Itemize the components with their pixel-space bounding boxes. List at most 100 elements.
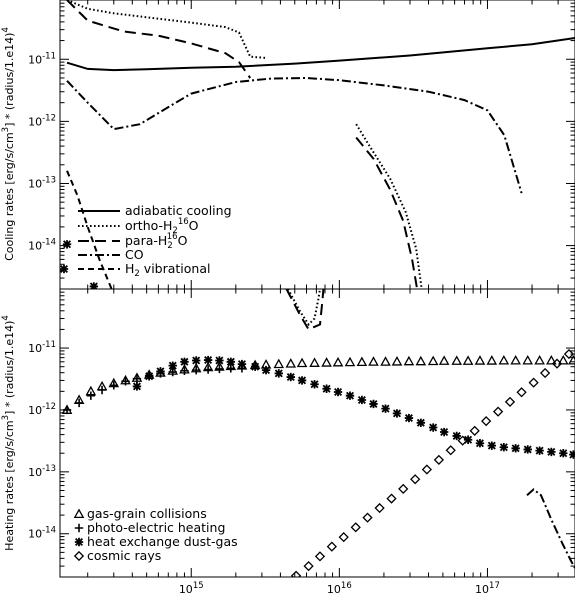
heating-point-heat-exchange-dust-gas bbox=[357, 395, 367, 405]
heating-point-cosmic-rays bbox=[386, 493, 397, 504]
legend-sample-triangle bbox=[73, 508, 85, 519]
legend-sample-asterisk bbox=[74, 537, 84, 547]
heating-series bbox=[61, 289, 575, 577]
heating-point-gas-grain-collisions bbox=[332, 356, 344, 367]
heating-point-heat-exchange-dust-gas bbox=[487, 441, 497, 450]
heating-point-gas-grain-collisions bbox=[344, 356, 356, 367]
heating-point-heat-exchange-dust-gas bbox=[369, 399, 378, 409]
heating-point-cosmic-rays bbox=[433, 454, 445, 466]
heating-y-axis-label: Heating rates [erg/s/cm3] * (radius/1.e1… bbox=[1, 315, 16, 551]
cooling-rates-panel: 10-14 10-13 10-12 10-11 adiabatic cooling o… bbox=[1, 0, 575, 290]
heating-point-heat-exchange-dust-gas bbox=[463, 435, 473, 444]
heating-y-tick-label: 10-11 bbox=[28, 340, 56, 355]
heating-point-heat-exchange-dust-gas bbox=[535, 446, 544, 455]
heating-point-heat-exchange-dust-gas bbox=[523, 445, 532, 454]
heating-point-heat-exchange-dust-gas bbox=[297, 376, 307, 385]
heating-point-gas-grain-collisions bbox=[368, 356, 379, 366]
heating-point-gas-grain-collisions bbox=[356, 356, 368, 367]
heating-point-heat-exchange-dust-gas bbox=[144, 372, 154, 381]
heating-point-gas-grain-collisions bbox=[296, 357, 308, 368]
legend-adiabatic-cooling: adiabatic cooling bbox=[125, 203, 232, 218]
cooling-y-tick-label: 10-11 bbox=[28, 51, 56, 66]
legend-co: CO bbox=[125, 247, 144, 262]
legend-para-h2o: para-H216O bbox=[125, 232, 188, 251]
heating-point-gas-grain-collisions bbox=[462, 355, 474, 365]
heating-point-heat-exchange-dust-gas bbox=[156, 367, 165, 376]
heating-point-gas-grain-collisions bbox=[309, 357, 320, 367]
heating-point-gas-grain-collisions bbox=[534, 354, 545, 365]
x-tick-label: 1016 bbox=[327, 581, 352, 596]
x-axis-ticks: 1015 1016 1017 bbox=[179, 581, 500, 596]
heating-point-cosmic-rays bbox=[303, 560, 314, 572]
heating-point-heat-exchange-dust-gas bbox=[226, 357, 236, 366]
heating-point-cosmic-rays bbox=[314, 551, 326, 562]
cooling-legend: adiabatic cooling ortho-H216O para-H216O… bbox=[59, 203, 232, 279]
heating-point-cosmic-rays bbox=[290, 570, 302, 577]
heating-point-cosmic-rays bbox=[516, 387, 527, 398]
heating-point-cosmic-rays bbox=[410, 474, 421, 485]
heating-point-gas-grain-collisions bbox=[273, 358, 285, 369]
cooling-point-heat-exchange-dust-gas bbox=[62, 240, 72, 249]
heating-point-gas-grain-collisions bbox=[510, 354, 521, 365]
heating-point-gas-grain-collisions bbox=[474, 355, 486, 365]
heating-point-gas-grain-collisions bbox=[568, 354, 575, 365]
heating-point-cosmic-rays bbox=[492, 406, 504, 417]
heating-point-heat-exchange-dust-gas bbox=[191, 356, 201, 365]
heating-point-heat-exchange-dust-gas bbox=[274, 369, 283, 378]
heating-y-ticks: 10-14 10-13 10-12 10-11 bbox=[28, 288, 575, 578]
heating-point-cosmic-rays bbox=[421, 464, 433, 475]
heating-point-heat-exchange-dust-gas bbox=[333, 387, 343, 397]
cooling-series-co-0 bbox=[66, 76, 523, 194]
legend-heat-exchange-dust-gas: heat exchange dust-gas bbox=[87, 534, 238, 549]
heating-point-cosmic-rays bbox=[445, 445, 456, 456]
heating-point-cosmic-rays bbox=[457, 435, 468, 446]
heating-point-gas-grain-collisions bbox=[285, 358, 297, 368]
heating-point-heat-exchange-dust-gas bbox=[439, 427, 449, 437]
legend-sample-diamond bbox=[73, 550, 85, 562]
cooling-series-ortho-h2o-1 bbox=[355, 123, 423, 289]
heating-point-photo-electric-heating bbox=[109, 381, 118, 390]
cooling-series-h2-vibrational-0 bbox=[66, 170, 113, 289]
heating-point-gas-grain-collisions bbox=[427, 355, 439, 366]
heating-point-heat-exchange-dust-gas bbox=[132, 382, 142, 391]
heating-point-heat-exchange-dust-gas bbox=[404, 413, 414, 423]
heating-legend: gas-grain collisions photo-electric heat… bbox=[73, 506, 238, 563]
cooling-y-tick-label: 10-13 bbox=[28, 175, 56, 190]
cooling-y-axis-label: Cooling rates [erg/s/cm3] * (radius/1.e1… bbox=[1, 27, 16, 261]
heating-extra-line-2 bbox=[526, 488, 575, 569]
heating-point-heat-exchange-dust-gas bbox=[180, 357, 189, 366]
heating-point-heat-exchange-dust-gas bbox=[286, 372, 295, 382]
heating-point-gas-grain-collisions bbox=[498, 354, 510, 365]
heating-point-cosmic-rays bbox=[528, 377, 539, 388]
heating-rates-panel: 10-14 10-13 10-12 10-11 1015 1016 1017 gas-gr… bbox=[1, 288, 575, 596]
heating-point-photo-electric-heating bbox=[74, 398, 84, 408]
heating-y-tick-label: 10-13 bbox=[28, 464, 56, 479]
heating-point-photo-electric-heating bbox=[180, 366, 189, 375]
heating-point-heat-exchange-dust-gas bbox=[475, 439, 485, 448]
cooling-series-para-h2o-1 bbox=[355, 136, 419, 289]
heating-point-gas-grain-collisions bbox=[415, 355, 427, 366]
heating-point-photo-electric-heating bbox=[132, 374, 142, 383]
x-tick-label: 1015 bbox=[179, 581, 204, 596]
legend-sample-plus bbox=[74, 523, 84, 533]
heating-point-photo-electric-heating bbox=[215, 364, 224, 374]
heating-point-heat-exchange-dust-gas bbox=[203, 355, 213, 365]
heating-point-gas-grain-collisions bbox=[557, 354, 569, 365]
heating-point-heat-exchange-dust-gas bbox=[261, 365, 271, 375]
heating-point-cosmic-rays bbox=[362, 512, 373, 523]
heating-point-heat-exchange-dust-gas bbox=[428, 423, 438, 432]
heating-point-cosmic-rays bbox=[563, 348, 575, 360]
cooling-series-adiabatic-cooling-0 bbox=[66, 37, 575, 72]
legend-cosmic-rays: cosmic rays bbox=[87, 548, 161, 563]
cooling-y-tick-label: 10-14 bbox=[28, 238, 56, 253]
legend-photo-electric-heating: photo-electric heating bbox=[87, 520, 225, 535]
heating-point-photo-electric-heating bbox=[121, 377, 130, 386]
heating-point-cosmic-rays bbox=[338, 532, 349, 543]
heating-point-gas-grain-collisions bbox=[486, 355, 498, 365]
x-tick-label: 1017 bbox=[475, 581, 500, 596]
heating-point-cosmic-rays bbox=[539, 367, 551, 379]
heating-point-gas-grain-collisions bbox=[451, 355, 463, 365]
heating-point-heat-exchange-dust-gas bbox=[345, 391, 355, 400]
heating-point-gas-grain-collisions bbox=[403, 355, 415, 366]
heating-point-heat-exchange-dust-gas bbox=[452, 431, 461, 441]
